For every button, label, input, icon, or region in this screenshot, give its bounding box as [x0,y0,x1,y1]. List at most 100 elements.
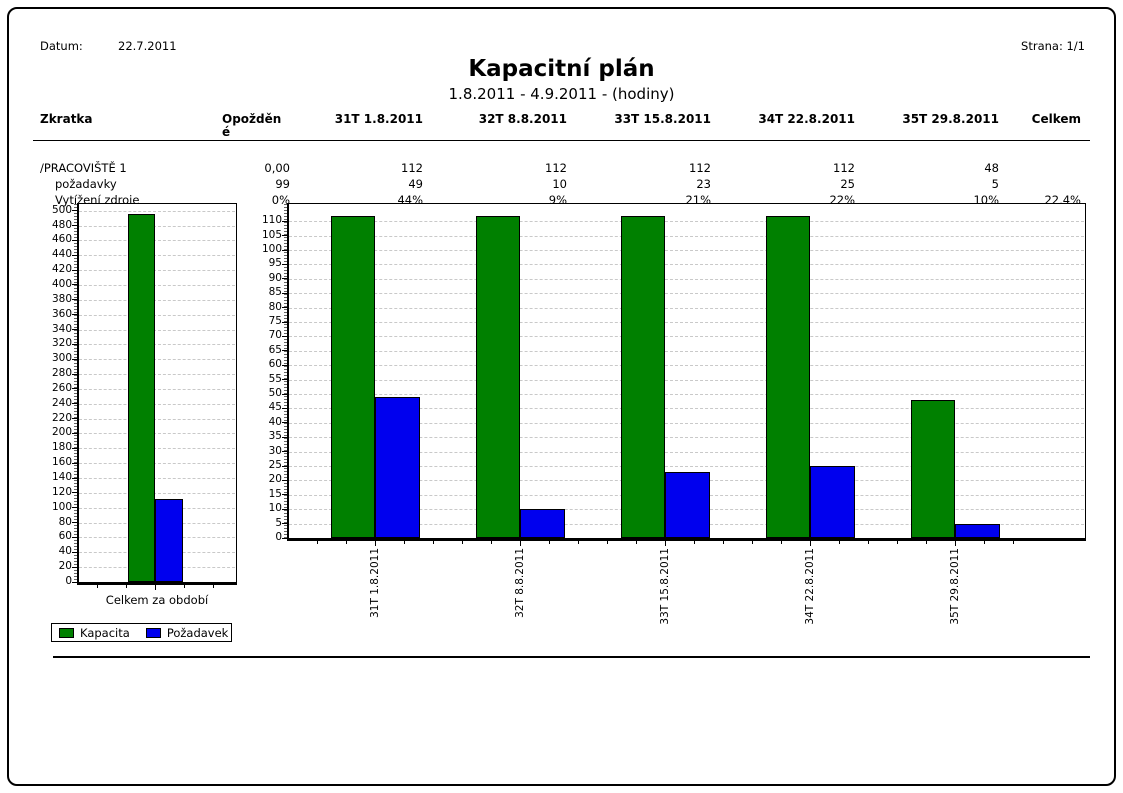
y-axis-tick [282,335,287,337]
column-header-text: Opožděné [222,112,282,139]
y-axis-tick [282,479,287,481]
chart-plot-area [77,203,237,585]
y-axis-tick [72,239,77,241]
y-axis-tick-label: 20 [58,560,72,573]
column-header: 31T 1.8.2011 [334,112,423,126]
x-axis-minor-tick [1013,541,1014,544]
y-axis-tick [72,418,77,420]
bar-pozadavek [665,472,710,538]
y-axis-tick-label: 110 [261,214,282,227]
legend-label: Požadavek [166,625,229,640]
y-axis-tick [282,235,287,237]
y-axis-tick-label: 55 [268,372,282,385]
gridline [79,567,235,569]
gridline [289,250,1084,252]
gridline [289,322,1084,324]
capacity-table: Zkratka Opožděné 31T 1.8.2011 32T 8.8.2011 3… [40,113,1081,208]
x-axis-tick [810,541,811,546]
y-axis-tick [72,314,77,316]
y-axis-tick-label: 160 [51,456,72,469]
gridline [289,509,1084,511]
y-axis-tick [72,432,77,434]
y-axis-tick [282,407,287,409]
gridline [79,284,235,286]
x-axis-minor-tick [607,541,608,544]
x-axis-minor-tick [213,585,214,588]
legend-swatch-pozadavek [145,627,161,638]
y-axis-tick-label: 80 [58,515,72,528]
x-axis-tick [375,541,376,546]
y-axis-tick-label: 65 [268,343,282,356]
gridline [289,494,1084,496]
y-axis-tick [72,225,77,227]
gridline [289,523,1084,525]
y-axis-tick [282,465,287,467]
legend-item-kapacita: Kapacita [59,626,130,640]
y-axis-tick [282,220,287,222]
y-axis-tick-label: 320 [51,337,72,350]
y-axis-tick [282,508,287,510]
x-axis-minor-tick [462,541,463,544]
x-axis-label: 35T 29.8.2011 [949,548,961,625]
cell-value: 49 [408,177,423,191]
gridline [79,255,235,257]
column-header: 32T 8.8.2011 [478,112,567,126]
y-axis-tick-label: 400 [51,277,72,290]
y-axis-tick-label: 15 [268,487,282,500]
x-axis-minor-tick [491,541,492,544]
row-label: Vytížení zdroje [55,193,140,207]
y-axis-tick [72,284,77,286]
gridline [79,537,235,539]
gridline [79,552,235,554]
x-axis-minor-tick [317,541,318,544]
y-axis-tick [72,462,77,464]
cell-value: 44% [397,193,423,207]
y-axis-tick-label: 100 [51,500,72,513]
y-axis-tick-label: 50 [268,387,282,400]
y-axis-tick-label: 200 [51,426,72,439]
gridline [289,235,1084,237]
column-header: Celkem [1031,112,1081,126]
cell-value [999,176,1081,192]
bar-pozadavek [155,499,183,582]
gridline [289,480,1084,482]
cell-value: 112 [545,161,567,175]
y-axis-tick [282,523,287,525]
gridline [79,478,235,480]
x-axis-minor-tick [752,541,753,544]
x-axis-minor-tick [549,541,550,544]
y-axis-tick [72,566,77,568]
gridline [289,336,1084,338]
y-axis-tick-label: 240 [51,396,72,409]
gridline [79,522,235,524]
row-label: požadavky [55,177,117,191]
page-number: Strana: 1/1 [1021,39,1085,53]
y-axis-tick [282,263,287,265]
y-axis-tick-label: 0 [275,531,282,543]
x-axis-minor-tick [404,541,405,544]
cell-value: 48 [984,161,999,175]
y-axis-tick-label: 60 [268,358,282,371]
x-axis-minor-tick [868,541,869,544]
cell-value: 9% [548,193,567,207]
gridline [289,379,1084,381]
table-row: Vytížení zdroje 0% 44% 9% 21% 22% 10% 22,4% [40,192,1081,208]
x-axis-label: 34T 22.8.2011 [804,548,816,625]
x-axis-tick [665,541,666,546]
y-axis-tick-label: 440 [51,248,72,261]
y-axis-tick-label: 60 [58,530,72,543]
y-axis-tick-label: 90 [268,271,282,284]
x-axis-tick [155,585,156,590]
y-axis-minor-ticks [284,204,287,538]
y-axis-tick-label: 80 [268,300,282,313]
cell-value: 0,00 [264,161,290,175]
column-header: Zkratka [40,112,93,126]
y-axis-tick [72,403,77,405]
y-axis-tick [72,507,77,509]
gridline [79,240,235,242]
report-title: Kapacitní plán [468,56,655,82]
x-axis-minor-tick [97,585,98,588]
gridline [79,210,235,212]
y-axis-tick-label: 40 [268,415,282,428]
y-axis-tick-label: 45 [268,401,282,414]
